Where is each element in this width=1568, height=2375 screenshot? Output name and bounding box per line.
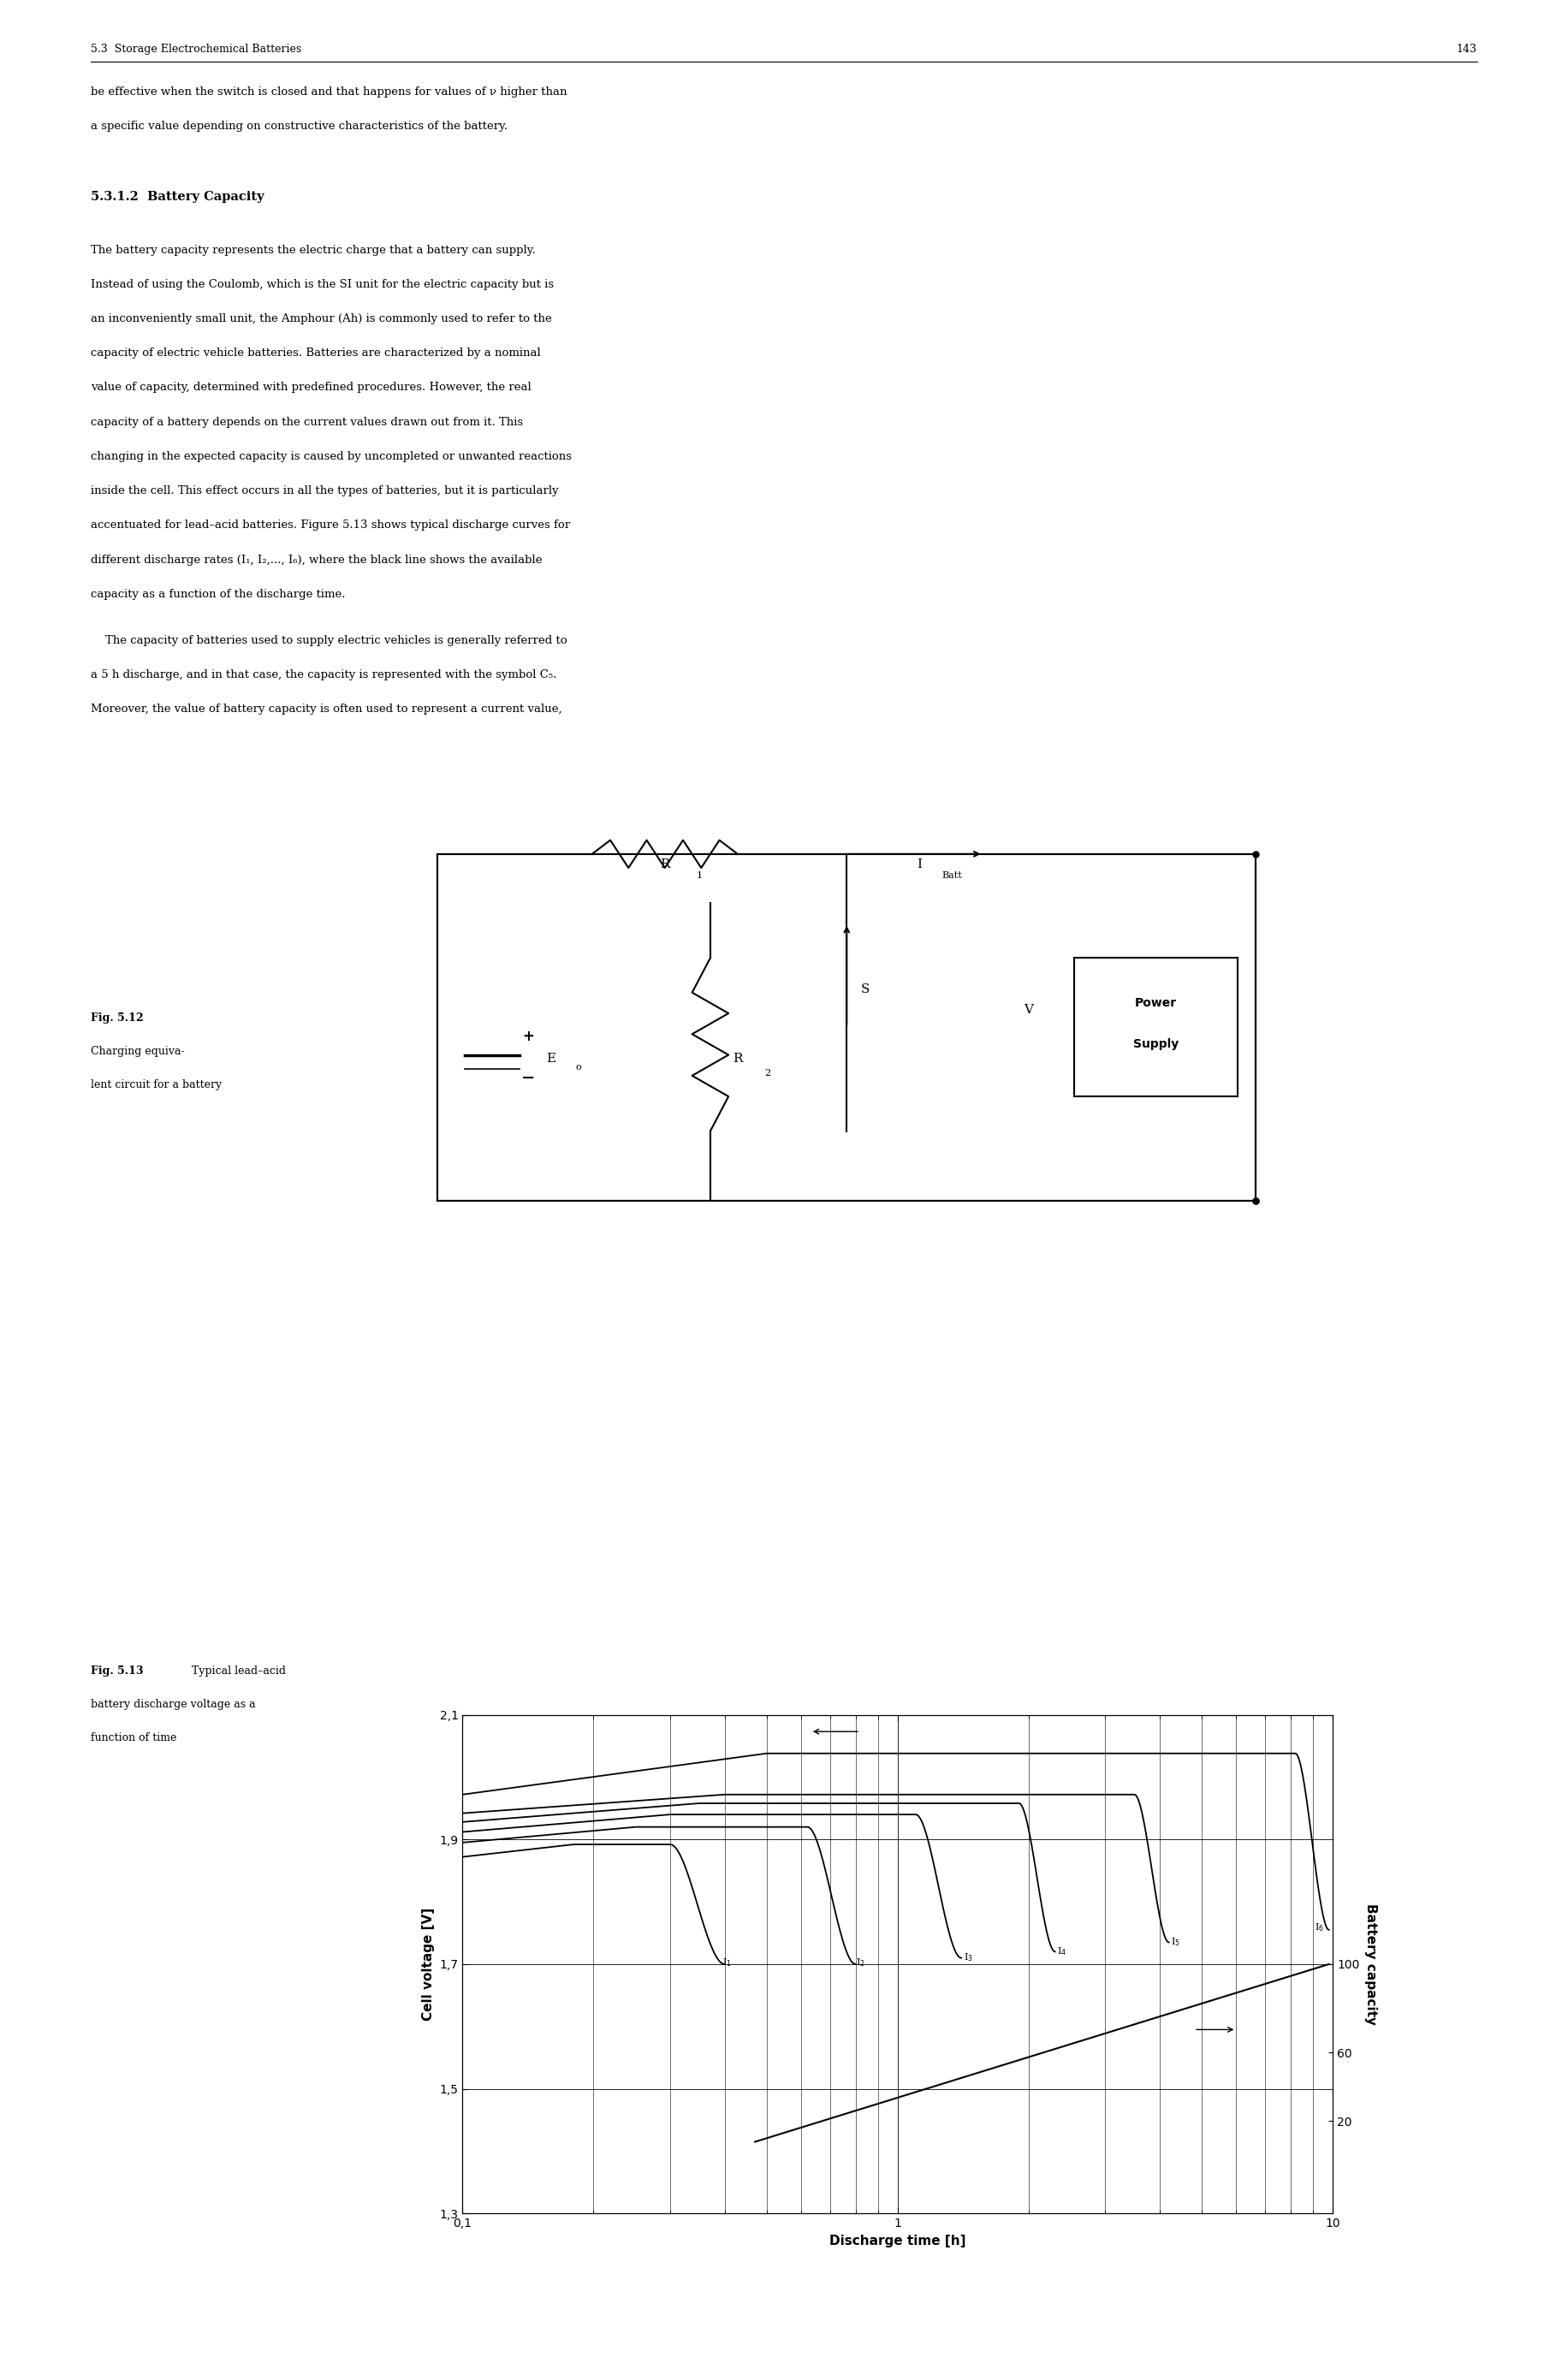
Text: an inconveniently small unit, the Amphour (Ah) is commonly used to refer to the: an inconveniently small unit, the Amphou…: [91, 314, 552, 325]
Text: changing in the expected capacity is caused by uncompleted or unwanted reactions: changing in the expected capacity is cau…: [91, 451, 572, 463]
Text: V: V: [1024, 1005, 1033, 1017]
Text: inside the cell. This effect occurs in all the types of batteries, but it is par: inside the cell. This effect occurs in a…: [91, 484, 558, 496]
Text: battery discharge voltage as a: battery discharge voltage as a: [91, 1698, 256, 1710]
Text: Fig. 5.12: Fig. 5.12: [91, 1012, 144, 1024]
Text: value of capacity, determined with predefined procedures. However, the real: value of capacity, determined with prede…: [91, 382, 532, 394]
Text: Power: Power: [1135, 998, 1178, 1009]
Text: R: R: [732, 1052, 743, 1064]
Text: Typical lead–acid: Typical lead–acid: [188, 1665, 285, 1677]
Text: a 5 h discharge, and in that case, the capacity is represented with the symbol C: a 5 h discharge, and in that case, the c…: [91, 670, 557, 682]
Text: I$_5$: I$_5$: [1171, 1936, 1181, 1948]
Y-axis label: Battery capacity: Battery capacity: [1364, 1902, 1377, 2026]
Text: +: +: [522, 1028, 535, 1045]
Text: function of time: function of time: [91, 1731, 177, 1743]
Text: capacity of electric vehicle batteries. Batteries are characterized by a nominal: capacity of electric vehicle batteries. …: [91, 347, 541, 359]
Text: −: −: [522, 1069, 535, 1085]
Text: Instead of using the Coulomb, which is the SI unit for the electric capacity but: Instead of using the Coulomb, which is t…: [91, 278, 554, 290]
Text: R: R: [660, 857, 670, 869]
Text: o: o: [575, 1064, 582, 1071]
Text: 5.3.1.2  Battery Capacity: 5.3.1.2 Battery Capacity: [91, 192, 265, 204]
Text: Charging equiva-: Charging equiva-: [91, 1045, 185, 1057]
Text: I$_3$: I$_3$: [964, 1952, 974, 1964]
Text: capacity as a function of the discharge time.: capacity as a function of the discharge …: [91, 589, 345, 601]
Text: Batt: Batt: [942, 872, 963, 881]
Text: Moreover, the value of battery capacity is often used to represent a current val: Moreover, the value of battery capacity …: [91, 703, 563, 715]
Text: I$_1$: I$_1$: [723, 1957, 731, 1969]
Text: I$_2$: I$_2$: [856, 1957, 864, 1969]
Text: 143: 143: [1457, 43, 1477, 55]
Bar: [437, 855, 1256, 1199]
Text: S: S: [861, 983, 869, 995]
Text: accentuated for lead–acid batteries. Figure 5.13 shows typical discharge curves : accentuated for lead–acid batteries. Fig…: [91, 520, 571, 532]
Text: The battery capacity represents the electric charge that a battery can supply.: The battery capacity represents the elec…: [91, 245, 536, 256]
Text: be effective when the switch is closed and that happens for values of ν higher t: be effective when the switch is closed a…: [91, 86, 568, 97]
Text: I$_6$: I$_6$: [1316, 1921, 1325, 1933]
Text: The capacity of batteries used to supply electric vehicles is generally referred: The capacity of batteries used to supply…: [91, 634, 568, 646]
Text: I: I: [917, 857, 922, 869]
Text: 1: 1: [696, 872, 702, 881]
Text: 5.3  Storage Electrochemical Batteries: 5.3 Storage Electrochemical Batteries: [91, 43, 301, 55]
Text: Supply: Supply: [1134, 1038, 1179, 1050]
Y-axis label: Cell voltage [V]: Cell voltage [V]: [422, 1907, 434, 2021]
Text: lent circuit for a battery: lent circuit for a battery: [91, 1078, 223, 1090]
Text: I$_4$: I$_4$: [1057, 1945, 1066, 1957]
Text: E: E: [547, 1052, 557, 1064]
Text: different discharge rates (I₁, I₂,..., I₆), where the black line shows the avail: different discharge rates (I₁, I₂,..., I…: [91, 553, 543, 565]
Text: 2: 2: [765, 1069, 771, 1078]
Text: a specific value depending on constructive characteristics of the battery.: a specific value depending on constructi…: [91, 121, 508, 133]
X-axis label: Discharge time [h]: Discharge time [h]: [829, 2235, 966, 2247]
Text: capacity of a battery depends on the current values drawn out from it. This: capacity of a battery depends on the cur…: [91, 416, 524, 427]
Text: Fig. 5.13: Fig. 5.13: [91, 1665, 144, 1677]
Bar: [1074, 957, 1237, 1097]
